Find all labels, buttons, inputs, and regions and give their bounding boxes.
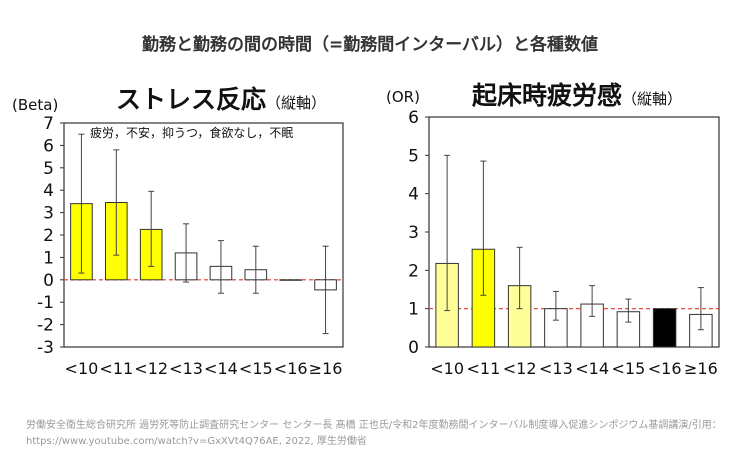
left-y-tick-label: 5 [43, 159, 54, 179]
left-x-tick-label: <14 [204, 359, 238, 378]
left-y-tick-label: 7 [43, 114, 54, 134]
right-y-tick-label: 2 [408, 261, 419, 281]
left-y-tick-label: 3 [43, 204, 54, 224]
left-bar-7 [279, 279, 302, 281]
left-chart-title: ストレス反応（縦軸） [116, 80, 326, 116]
source-footer-line2: https://www.youtube.com/watch?v=GxXVt4Q7… [26, 436, 367, 447]
left-chart-title-note: （縦軸） [266, 94, 327, 112]
right-chart-title: 起床時疲労感（縦軸） [472, 76, 682, 112]
left-y-tick-label: -3 [37, 338, 54, 358]
left-x-tick-label: <16 [274, 359, 308, 378]
right-x-tick-label: ≥16 [684, 359, 718, 378]
left-x-tick-label: <12 [134, 359, 168, 378]
left-y-tick-label: -2 [37, 316, 54, 336]
right-chart-title-text: 起床時疲労感 [472, 81, 623, 110]
left-y-tick-label: 1 [43, 248, 54, 268]
source-footer-line1: 労働安全衛生総合研究所 過労死等防止調査研究センター センター長 髙橋 正也氏/… [26, 420, 722, 431]
right-y-axis-label: (OR) [386, 88, 420, 106]
left-annotation: 疲労，不安，抑うつ，食欲なし，不眠 [90, 125, 293, 140]
left-y-tick-label: -1 [37, 293, 54, 313]
left-y-axis-label: (Beta) [12, 96, 59, 114]
right-x-tick-label: <12 [503, 359, 537, 378]
left-x-tick-label: <13 [169, 359, 203, 378]
left-y-tick-label: 6 [43, 136, 54, 156]
right-y-tick-label: 4 [408, 185, 419, 205]
right-bar-7 [652, 308, 677, 348]
left-x-tick-label: <15 [239, 359, 273, 378]
main-title: 勤務と勤務の間の時間（=勤務間インターバル）と各種数値 [141, 35, 599, 55]
right-x-tick-label: <15 [611, 359, 645, 378]
left-x-tick-label: <10 [65, 359, 99, 378]
left-x-tick-label: <11 [99, 359, 133, 378]
right-y-tick-label: 3 [408, 223, 419, 243]
left-y-tick-label: 2 [43, 226, 54, 246]
right-y-tick-label: 0 [408, 338, 419, 358]
left-chart-title-text: ストレス反応 [116, 85, 267, 114]
source-footer: 労働安全衛生総合研究所 過労死等防止調査研究センター センター長 髙橋 正也氏/… [26, 418, 726, 450]
right-y-tick-label: 6 [408, 108, 419, 128]
right-y-tick-label: 5 [408, 146, 419, 166]
right-chart-title-note: （縦軸） [622, 90, 683, 108]
right-x-tick-label: <11 [466, 359, 500, 378]
left-y-tick-label: 4 [43, 181, 54, 201]
right-y-tick-label: 1 [408, 300, 419, 320]
left-y-tick-label: 0 [43, 271, 54, 291]
right-x-tick-label: <10 [430, 359, 464, 378]
right-x-tick-label: <13 [539, 359, 573, 378]
left-x-tick-label: ≥16 [309, 359, 343, 378]
right-x-tick-label: <16 [648, 359, 682, 378]
right-x-tick-label: <14 [575, 359, 609, 378]
